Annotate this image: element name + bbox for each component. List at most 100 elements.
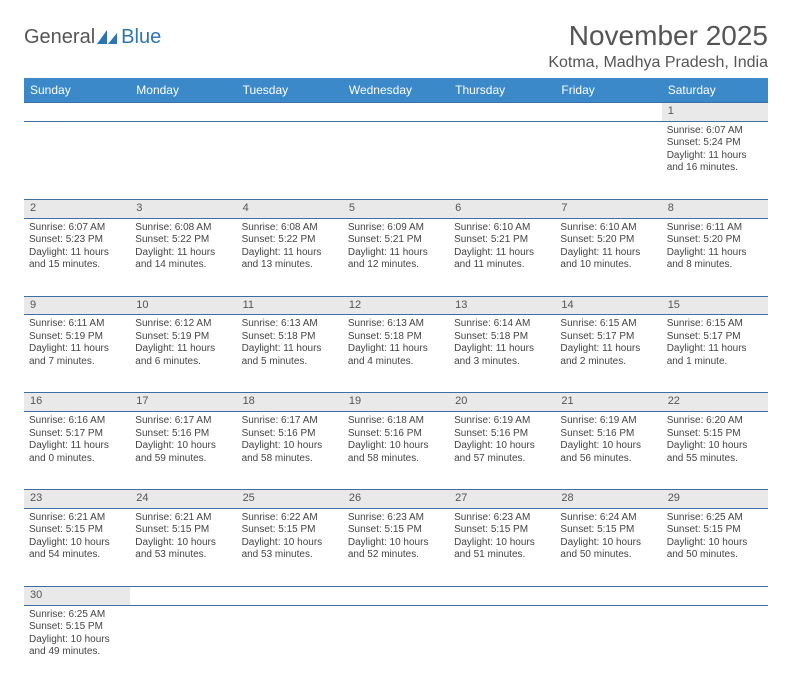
day-number: 17 [130,393,236,412]
day-number: 9 [24,296,130,315]
sunrise-line: Sunrise: 6:15 AM [560,318,656,331]
day-number: 5 [343,199,449,218]
day-cell: Sunrise: 6:23 AMSunset: 5:15 PMDaylight:… [449,508,555,586]
sunrise-line: Sunrise: 6:07 AM [29,222,125,235]
col-sunday: Sunday [24,78,130,103]
day-cell: Sunrise: 6:08 AMSunset: 5:22 PMDaylight:… [130,218,236,296]
sunrise-line: Sunrise: 6:12 AM [135,318,231,331]
day-cell: Sunrise: 6:20 AMSunset: 5:15 PMDaylight:… [662,412,768,490]
content-row: Sunrise: 6:07 AMSunset: 5:24 PMDaylight:… [24,121,768,199]
content-row: Sunrise: 6:11 AMSunset: 5:19 PMDaylight:… [24,315,768,393]
day-cell: Sunrise: 6:23 AMSunset: 5:15 PMDaylight:… [343,508,449,586]
sunrise-line: Sunrise: 6:17 AM [242,415,338,428]
day-number: 19 [343,393,449,412]
empty-cell [555,586,661,605]
daylight-line: Daylight: 11 hours and 6 minutes. [135,343,231,368]
logo: General Blue [24,20,161,49]
day-number: 28 [555,490,661,509]
day-number: 6 [449,199,555,218]
day-number: 20 [449,393,555,412]
sunset-line: Sunset: 5:16 PM [560,428,656,441]
sunset-line: Sunset: 5:21 PM [348,234,444,247]
day-number: 25 [237,490,343,509]
sunset-line: Sunset: 5:15 PM [667,428,763,441]
daylight-line: Daylight: 10 hours and 52 minutes. [348,537,444,562]
empty-cell [555,605,661,683]
sunrise-line: Sunrise: 6:24 AM [560,512,656,525]
day-cell: Sunrise: 6:22 AMSunset: 5:15 PMDaylight:… [237,508,343,586]
sunset-line: Sunset: 5:16 PM [135,428,231,441]
daylight-line: Daylight: 11 hours and 13 minutes. [242,247,338,272]
daylight-line: Daylight: 10 hours and 54 minutes. [29,537,125,562]
month-title: November 2025 [548,20,768,52]
daynum-row: 9101112131415 [24,296,768,315]
day-number: 2 [24,199,130,218]
daylight-line: Daylight: 10 hours and 50 minutes. [560,537,656,562]
sunrise-line: Sunrise: 6:18 AM [348,415,444,428]
sunrise-line: Sunrise: 6:08 AM [242,222,338,235]
day-cell: Sunrise: 6:17 AMSunset: 5:16 PMDaylight:… [237,412,343,490]
sunrise-line: Sunrise: 6:19 AM [560,415,656,428]
daylight-line: Daylight: 10 hours and 56 minutes. [560,440,656,465]
sail-icon [97,30,119,46]
daylight-line: Daylight: 11 hours and 5 minutes. [242,343,338,368]
sunset-line: Sunset: 5:17 PM [560,331,656,344]
day-cell: Sunrise: 6:12 AMSunset: 5:19 PMDaylight:… [130,315,236,393]
sunrise-line: Sunrise: 6:23 AM [454,512,550,525]
empty-cell [237,586,343,605]
day-number: 1 [662,103,768,122]
daylight-line: Daylight: 10 hours and 57 minutes. [454,440,550,465]
daylight-line: Daylight: 11 hours and 4 minutes. [348,343,444,368]
day-number: 22 [662,393,768,412]
sunset-line: Sunset: 5:16 PM [242,428,338,441]
day-number: 14 [555,296,661,315]
sunset-line: Sunset: 5:15 PM [667,524,763,537]
day-number: 4 [237,199,343,218]
sunset-line: Sunset: 5:22 PM [242,234,338,247]
day-number: 18 [237,393,343,412]
calendar-table: Sunday Monday Tuesday Wednesday Thursday… [24,78,768,683]
content-row: Sunrise: 6:16 AMSunset: 5:17 PMDaylight:… [24,412,768,490]
day-number: 30 [24,586,130,605]
sunrise-line: Sunrise: 6:25 AM [29,609,125,622]
header: General Blue November 2025 Kotma, Madhya… [24,20,768,72]
empty-cell [237,103,343,122]
empty-cell [343,605,449,683]
sunrise-line: Sunrise: 6:09 AM [348,222,444,235]
daylight-line: Daylight: 11 hours and 10 minutes. [560,247,656,272]
day-number: 27 [449,490,555,509]
logo-text-general: General [24,26,95,49]
sunrise-line: Sunrise: 6:21 AM [29,512,125,525]
content-row: Sunrise: 6:25 AMSunset: 5:15 PMDaylight:… [24,605,768,683]
day-number: 24 [130,490,236,509]
sunrise-line: Sunrise: 6:11 AM [29,318,125,331]
sunset-line: Sunset: 5:15 PM [560,524,656,537]
day-cell: Sunrise: 6:19 AMSunset: 5:16 PMDaylight:… [449,412,555,490]
col-tuesday: Tuesday [237,78,343,103]
sunset-line: Sunset: 5:15 PM [348,524,444,537]
empty-cell [343,586,449,605]
day-cell: Sunrise: 6:11 AMSunset: 5:20 PMDaylight:… [662,218,768,296]
daynum-row: 30 [24,586,768,605]
daylight-line: Daylight: 11 hours and 1 minute. [667,343,763,368]
sunrise-line: Sunrise: 6:16 AM [29,415,125,428]
day-number: 13 [449,296,555,315]
location: Kotma, Madhya Pradesh, India [548,54,768,72]
logo-text-blue: Blue [121,26,161,49]
empty-cell [130,605,236,683]
day-number: 12 [343,296,449,315]
day-number: 8 [662,199,768,218]
sunrise-line: Sunrise: 6:13 AM [242,318,338,331]
sunrise-line: Sunrise: 6:13 AM [348,318,444,331]
sunset-line: Sunset: 5:16 PM [348,428,444,441]
col-saturday: Saturday [662,78,768,103]
daynum-row: 16171819202122 [24,393,768,412]
daylight-line: Daylight: 10 hours and 59 minutes. [135,440,231,465]
sunrise-line: Sunrise: 6:14 AM [454,318,550,331]
daylight-line: Daylight: 10 hours and 51 minutes. [454,537,550,562]
day-cell: Sunrise: 6:13 AMSunset: 5:18 PMDaylight:… [237,315,343,393]
sunset-line: Sunset: 5:18 PM [348,331,444,344]
daylight-line: Daylight: 10 hours and 53 minutes. [135,537,231,562]
sunrise-line: Sunrise: 6:22 AM [242,512,338,525]
empty-cell [343,103,449,122]
